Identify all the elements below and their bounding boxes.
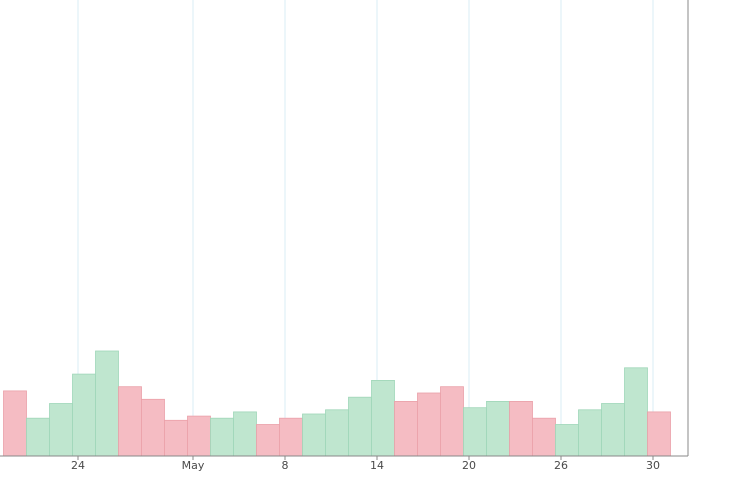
- volume-bar: [509, 400, 533, 457]
- volume-bar: [95, 350, 119, 457]
- volume-bar: [210, 417, 234, 457]
- date-tick-label: 8: [282, 459, 289, 472]
- volume-bar: [26, 417, 50, 457]
- volume-bars: [3, 350, 671, 457]
- volume-bar: [348, 396, 372, 457]
- volume-bar: [302, 413, 326, 457]
- price-axis: 1220.001230.001240.001250.001260.001270.…: [687, 0, 689, 456]
- volume-bar: [72, 373, 96, 457]
- volume-bar: [417, 392, 441, 457]
- volume-bar: [118, 386, 142, 457]
- volume-bar: [463, 407, 487, 457]
- volume-bar: [555, 424, 579, 457]
- date-tick-label: May: [182, 459, 205, 472]
- date-tick-label: 30: [646, 459, 660, 472]
- volume-bar: [164, 419, 188, 457]
- grid: [77, 0, 654, 456]
- volume-bar: [440, 386, 464, 457]
- volume-bar: [486, 400, 510, 457]
- volume-bar: [141, 398, 165, 457]
- volume-bar: [371, 379, 395, 457]
- volume-bar: [256, 424, 280, 457]
- volume-bar: [578, 409, 602, 457]
- volume-bar: [624, 367, 648, 457]
- volume-bar: [279, 417, 303, 457]
- date-tick-label: 14: [370, 459, 384, 472]
- volume-bar: [647, 411, 671, 457]
- date-tick-label: 24: [71, 459, 85, 472]
- volume-bar: [233, 411, 257, 457]
- volume-bar: [49, 403, 73, 457]
- volume-bar: [187, 415, 211, 457]
- date-axis: 24 May 8 14 20 26 30: [0, 455, 688, 472]
- volume-bar: [3, 390, 27, 457]
- date-tick-label: 20: [462, 459, 476, 472]
- volume-bar: [394, 400, 418, 457]
- date-tick-label: 26: [554, 459, 568, 472]
- volume-bar: [532, 417, 556, 457]
- volume-bar: [601, 403, 625, 457]
- volume-bar: [325, 409, 349, 457]
